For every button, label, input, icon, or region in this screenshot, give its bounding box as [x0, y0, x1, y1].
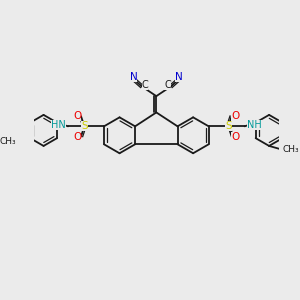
- Text: O: O: [73, 111, 81, 121]
- Text: CH₃: CH₃: [283, 145, 300, 154]
- Text: C: C: [142, 80, 148, 91]
- Text: N: N: [175, 71, 183, 82]
- Text: HN: HN: [51, 120, 66, 130]
- Text: NH: NH: [247, 120, 262, 130]
- Text: O: O: [73, 132, 81, 142]
- Text: O: O: [232, 132, 240, 142]
- Text: CH₃: CH₃: [0, 137, 16, 146]
- Text: C: C: [164, 80, 171, 91]
- Text: S: S: [81, 121, 88, 131]
- Text: N: N: [130, 71, 137, 82]
- Text: S: S: [225, 121, 232, 131]
- Text: O: O: [232, 111, 240, 121]
